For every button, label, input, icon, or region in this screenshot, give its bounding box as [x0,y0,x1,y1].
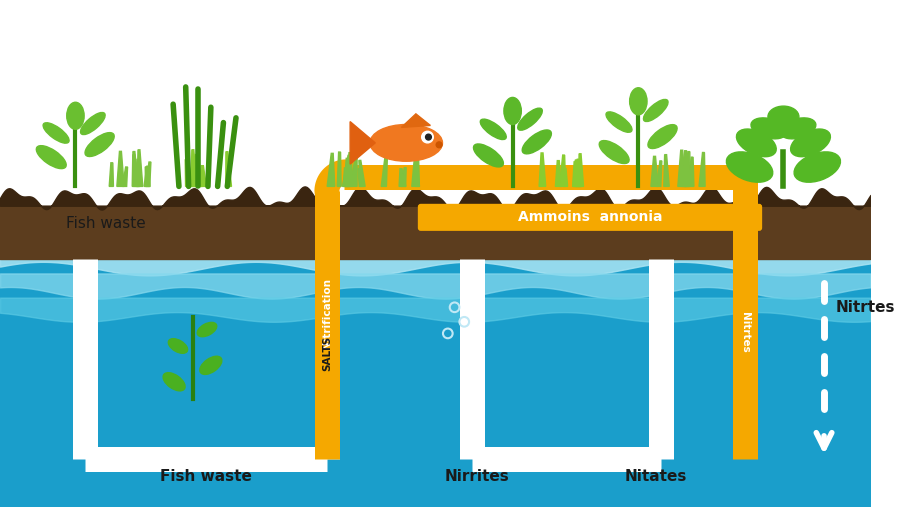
Ellipse shape [481,119,507,139]
Text: Fish waste: Fish waste [160,469,252,484]
Polygon shape [338,152,341,187]
Polygon shape [680,151,687,187]
Polygon shape [685,152,690,187]
Ellipse shape [751,118,787,139]
Ellipse shape [36,145,67,169]
Polygon shape [555,160,562,187]
Polygon shape [678,150,686,187]
Text: Nitrtes: Nitrtes [836,300,896,315]
Polygon shape [191,150,196,187]
Polygon shape [401,114,430,127]
Polygon shape [657,161,662,187]
Polygon shape [563,169,568,187]
Ellipse shape [43,123,69,143]
Ellipse shape [67,102,84,130]
Ellipse shape [630,88,647,115]
Polygon shape [350,157,357,187]
Text: Nirrites: Nirrites [445,469,509,484]
Polygon shape [359,160,365,187]
Polygon shape [575,160,580,187]
Ellipse shape [81,113,105,135]
Ellipse shape [85,133,114,157]
Text: Nitrtes: Nitrtes [740,312,750,353]
Polygon shape [122,167,128,187]
Polygon shape [683,154,688,187]
Polygon shape [688,157,694,187]
Ellipse shape [726,152,773,182]
Polygon shape [685,162,689,187]
Ellipse shape [168,339,187,353]
Ellipse shape [644,99,668,121]
Text: SALTS: SALTS [322,336,332,371]
Ellipse shape [794,152,841,182]
Polygon shape [358,169,364,187]
Polygon shape [144,166,150,187]
Circle shape [426,134,431,140]
Polygon shape [350,122,375,164]
Ellipse shape [200,356,222,374]
Polygon shape [109,163,113,187]
Polygon shape [573,159,581,187]
Polygon shape [572,162,580,187]
Polygon shape [195,164,201,187]
Ellipse shape [606,112,632,132]
Polygon shape [382,152,388,187]
Polygon shape [138,150,143,187]
Text: Ammoins  annonia: Ammoins annonia [518,210,662,224]
Text: Nitrification: Nitrification [322,278,332,348]
Ellipse shape [197,322,217,337]
Polygon shape [664,155,670,187]
Polygon shape [579,154,583,187]
Circle shape [436,142,442,148]
Ellipse shape [473,144,503,167]
Ellipse shape [736,129,776,157]
Polygon shape [328,153,335,187]
Polygon shape [412,158,419,187]
Polygon shape [194,155,201,187]
Polygon shape [560,155,565,187]
Ellipse shape [522,130,552,154]
Polygon shape [133,152,139,187]
Polygon shape [539,153,545,187]
Ellipse shape [518,108,543,130]
Polygon shape [226,152,231,187]
Polygon shape [145,167,149,187]
Polygon shape [401,168,406,187]
Ellipse shape [370,124,443,161]
Ellipse shape [504,98,521,124]
Polygon shape [200,166,206,187]
Ellipse shape [599,140,629,163]
Ellipse shape [648,124,677,149]
Polygon shape [117,151,124,187]
Polygon shape [575,161,582,187]
Polygon shape [136,159,140,187]
Ellipse shape [163,373,185,391]
Polygon shape [573,160,577,187]
Polygon shape [399,169,406,187]
Ellipse shape [790,129,831,157]
Ellipse shape [768,106,799,127]
Polygon shape [185,159,190,187]
Polygon shape [343,155,350,187]
Polygon shape [196,161,202,187]
Polygon shape [343,168,349,187]
Polygon shape [651,156,658,187]
Polygon shape [188,168,195,187]
Polygon shape [345,158,350,187]
Text: Nitates: Nitates [625,469,687,484]
Polygon shape [415,159,419,187]
Circle shape [422,131,433,143]
FancyBboxPatch shape [418,204,762,231]
Ellipse shape [780,118,816,139]
Polygon shape [146,162,151,187]
Polygon shape [699,153,705,187]
Polygon shape [132,155,140,187]
Polygon shape [346,153,353,187]
Text: Fish waste: Fish waste [66,216,146,231]
